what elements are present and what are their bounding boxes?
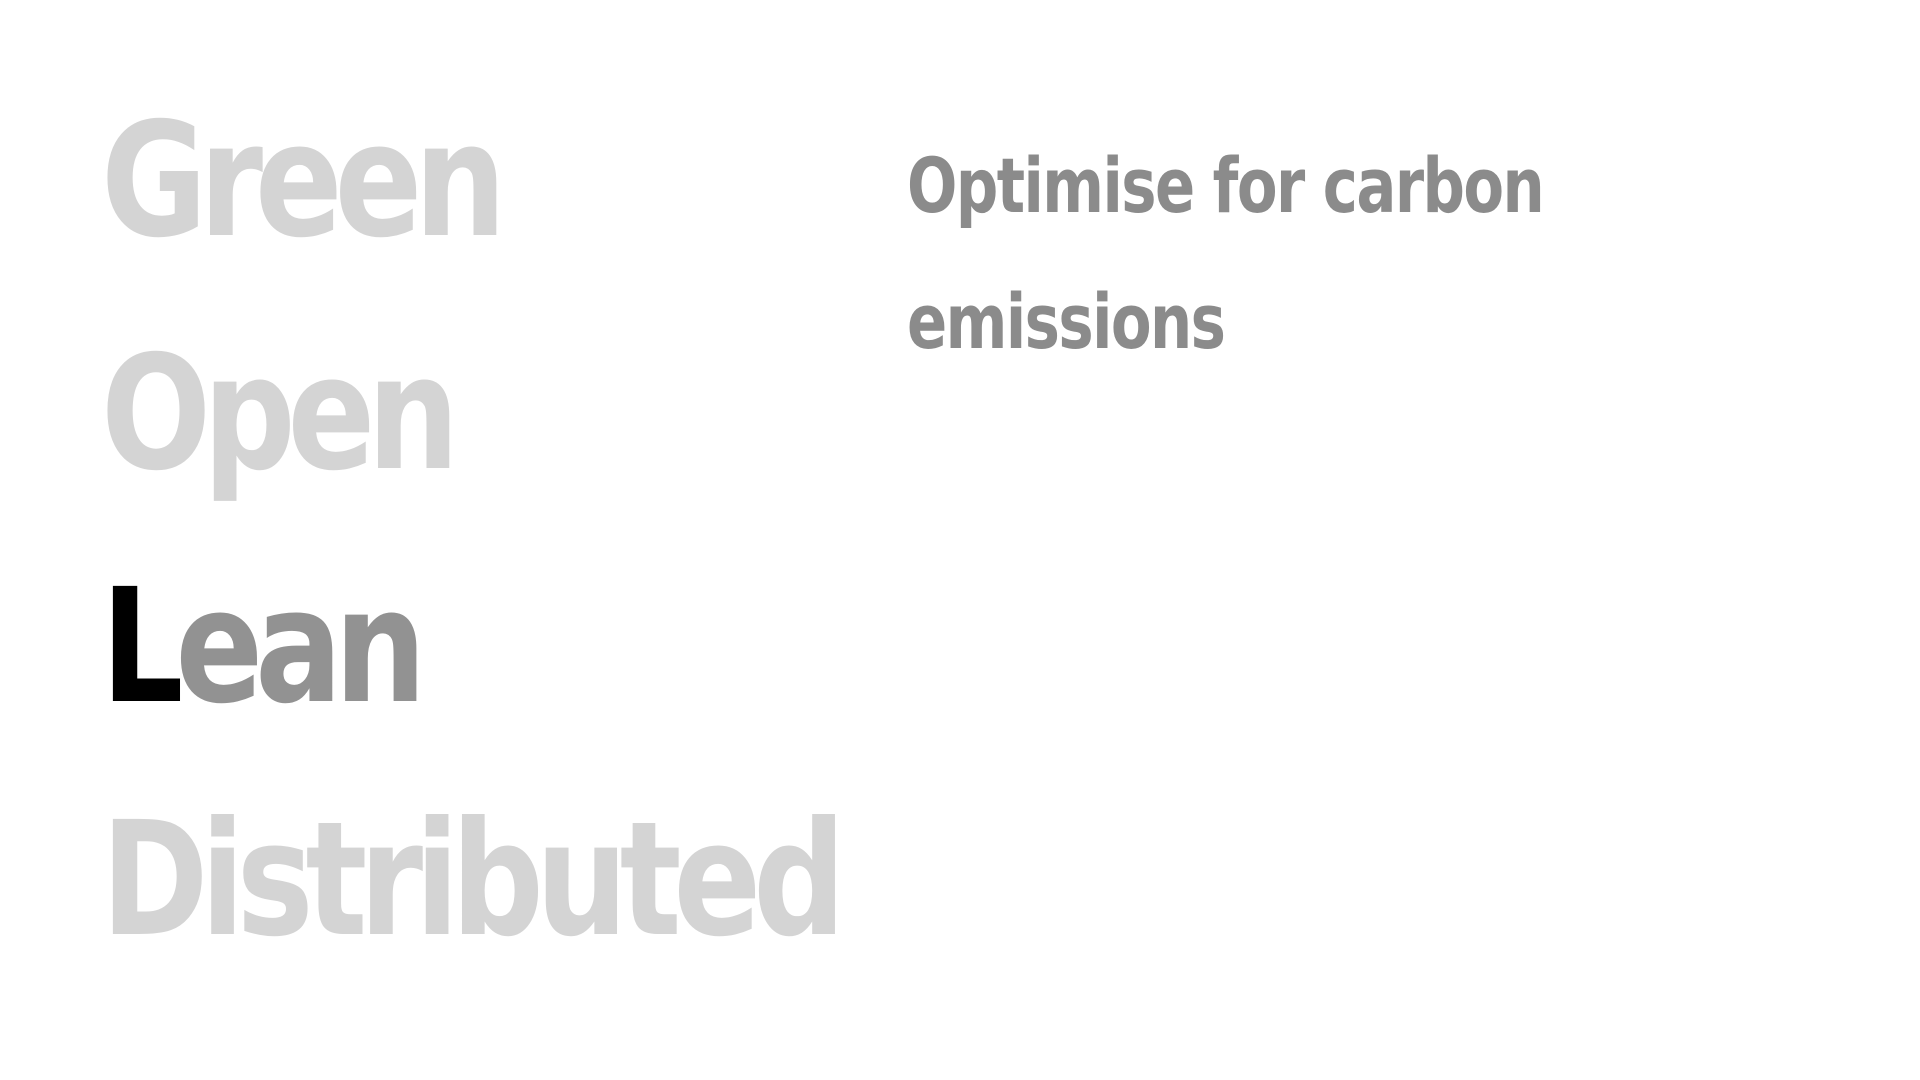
principle-tagline: Optimise for carbon emissions: [907, 141, 1545, 366]
principle-green: Green: [101, 89, 506, 273]
principle-lean: Lean: [101, 568, 427, 726]
principle-lean-rest: ean: [175, 555, 426, 739]
principle-distributed: Distributed: [101, 788, 846, 972]
principle-open: Open: [101, 322, 459, 506]
principle-lean-initial: L: [101, 555, 184, 739]
